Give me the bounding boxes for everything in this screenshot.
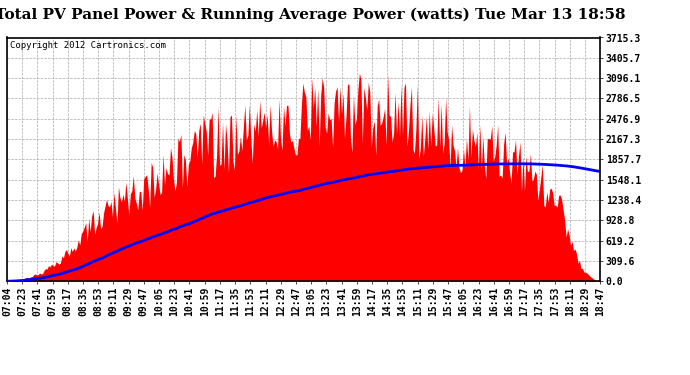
Text: Total PV Panel Power & Running Average Power (watts) Tue Mar 13 18:58: Total PV Panel Power & Running Average P… (0, 8, 626, 22)
Text: Copyright 2012 Cartronics.com: Copyright 2012 Cartronics.com (10, 41, 166, 50)
